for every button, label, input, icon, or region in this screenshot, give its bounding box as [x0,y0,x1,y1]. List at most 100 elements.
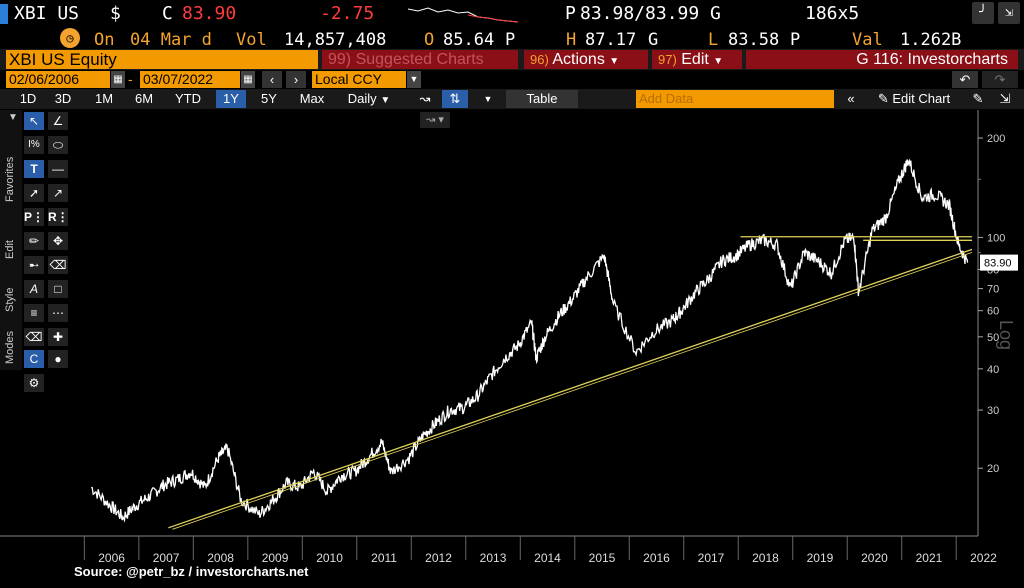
brush-icon[interactable]: ✏ [24,232,44,250]
period-button-1d[interactable]: 1D [19,91,37,106]
magnet-icon[interactable]: С [24,350,44,368]
pointer-icon[interactable]: ↖ [24,112,44,130]
side-tab-strip [0,110,22,370]
calendar-icon[interactable]: ▦ [241,71,255,88]
actions-label: Actions [552,51,605,68]
last-date: 04 Mar d [130,30,212,50]
add-data-input[interactable]: Add Data [636,90,834,108]
actions-menu[interactable]: 96) Actions ▼ [524,50,648,69]
edit-menu[interactable]: 97) Edit ▼ [652,50,742,69]
volume-value: 14,857,408 [284,30,387,50]
date-dash: - [128,71,133,87]
ticker-bar: XBI US $ C 83.90 -2.75 P 83.98/83.99 G 1… [0,0,1024,28]
line-chart-icon[interactable]: ↝ [419,91,431,106]
x-tick-label: 2013 [480,551,507,565]
trendline-icon[interactable]: ➚ [24,184,44,202]
x-tick-label: 2019 [807,551,834,565]
price-chart: 20304050607080100200Log20062007200820092… [0,110,1018,565]
tab-edit[interactable]: Edit [4,240,16,260]
x-tick-label: 2015 [589,551,616,565]
end-date-field[interactable]: 03/07/2022 [140,71,240,88]
minimize-icon[interactable]: ╯ [972,2,994,24]
settings-edit-icon[interactable]: ✎ [972,91,984,106]
tab-modes[interactable]: Modes [4,330,16,364]
suggested-charts-button[interactable]: 99) Suggested Charts [322,50,518,69]
calendar-icon[interactable]: ▦ [111,71,125,88]
chevron-down-icon: ▼ [380,95,391,106]
pen-tool-icon[interactable]: ∠ [48,112,68,130]
ellipse-icon[interactable]: ⬭ [48,136,68,154]
percent-measure-icon[interactable]: I% [24,136,44,154]
gear-icon[interactable]: ⚙ [24,374,44,392]
detail-bar: ◷ On 04 Mar d Vol 14,857,408 O 85.64 P H… [0,27,1024,50]
period-button-1m[interactable]: 1M [94,91,114,106]
period-button-5y[interactable]: 5Y [261,91,277,106]
crosshair-icon[interactable]: ✚ [48,328,68,346]
chevron-down-icon[interactable]: ▼ [483,94,493,104]
y-tick-label: 20 [987,463,999,475]
value-label: Val [852,30,883,50]
y-tick-label: 60 [987,306,999,318]
on-label: On [94,30,115,50]
actions-number: 96) [530,52,549,67]
select-arrow-icon[interactable]: ➸ [24,256,44,274]
collapse-toolbar-icon[interactable]: ▼ [8,112,18,123]
command-bar: XBI US Equity 99) Suggested Charts 96) A… [0,49,1024,70]
chevron-down-icon[interactable]: ▼ [407,71,421,88]
collapse-icon[interactable]: « [847,91,855,106]
range-marker-icon[interactable]: R⋮ [48,208,69,226]
move-icon[interactable]: ✥ [48,232,68,250]
currency-select[interactable]: Local CCY [312,71,406,88]
expand-icon[interactable]: ⇲ [998,2,1020,24]
x-tick-label: 2016 [643,551,670,565]
x-tick-label: 2014 [534,551,561,565]
font-style-icon[interactable]: A [24,280,44,298]
chart-type-mini-icon[interactable]: ↝ ▾ [420,112,450,128]
low-label: L [708,30,719,50]
undo-icon[interactable]: ↶ [952,71,978,88]
tab-style[interactable]: Style [4,287,16,313]
y-tick-label: 200 [987,133,1005,145]
period-button-1y[interactable]: 1Y [216,90,246,108]
eraser-icon[interactable]: ⌫ [24,328,44,346]
y-tick-label: 70 [987,284,999,296]
period-button-ytd[interactable]: YTD [175,91,201,106]
prev-period-button[interactable]: ‹ [262,71,282,88]
edit-chart-label: Edit Chart [892,91,951,106]
candle-chart-icon[interactable]: ⇅ [442,90,468,108]
line-style-icon[interactable]: ⋯ [48,304,68,322]
x-tick-label: 2022 [970,551,997,565]
text-tool-icon[interactable]: T [24,160,44,178]
frequency-select[interactable]: Daily ▼ [338,90,400,108]
y-tick-label: 40 [987,364,999,376]
x-tick-label: 2009 [262,551,289,565]
horizontal-line-icon[interactable]: — [48,160,68,178]
open-value: 85.64 [443,30,495,50]
period-button-max[interactable]: Max [299,91,325,106]
fill-color-icon[interactable]: □ [48,280,68,298]
start-date-field[interactable]: 02/06/2006 [6,71,110,88]
period-button-6m[interactable]: 6M [134,91,154,106]
chevron-down-icon: ▼ [713,56,724,67]
frequency-label: Daily [347,91,377,106]
period-button-3d[interactable]: 3D [54,91,72,106]
trash-icon[interactable]: ⌫ [48,256,68,274]
x-tick-label: 2021 [916,551,943,565]
y-tick-label: 30 [987,405,999,417]
palette-icon[interactable]: ● [48,350,68,368]
edit-chart-button[interactable]: ✎ Edit Chart [866,90,962,108]
volume-label: Vol [236,30,267,50]
security-marker [0,4,8,24]
period-bar: 1D 3D 1M 6M YTD 1Y 5Y Max Daily ▼ ↝ ⇅ ▼ Table A… [0,89,1024,109]
price-marker-icon[interactable]: P⋮ [24,208,45,226]
table-button[interactable]: Table [506,90,578,108]
next-period-button[interactable]: › [286,71,306,88]
export-icon[interactable]: ⇲ [999,91,1011,106]
pencil-icon: ✎ [877,91,889,106]
ray-icon[interactable]: ↗ [48,184,68,202]
redo-icon[interactable]: ↷ [982,71,1018,88]
line-weight-icon[interactable]: ≡ [24,304,44,322]
tab-favorites[interactable]: Favorites [4,156,16,202]
x-tick-label: 2008 [207,551,234,565]
security-field[interactable]: XBI US Equity [6,50,318,69]
